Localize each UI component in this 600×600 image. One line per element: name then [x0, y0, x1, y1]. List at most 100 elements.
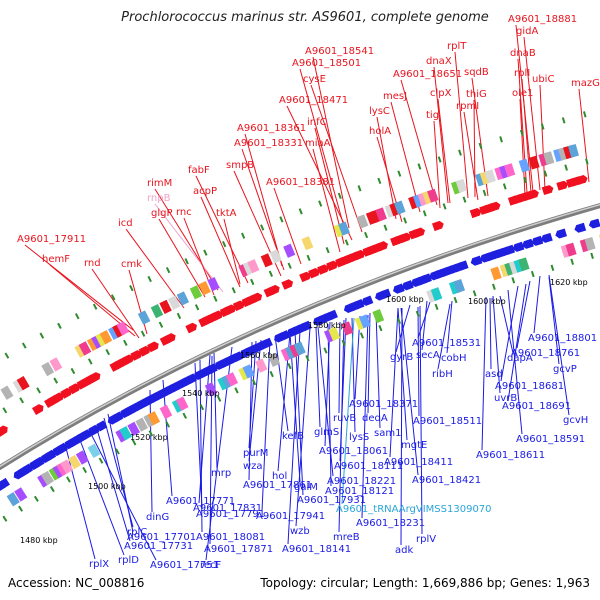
gene-label-rpli[interactable]: rplI [514, 68, 530, 79]
gene-label-a9601-18881[interactable]: A9601_18881 [508, 14, 577, 25]
gene-label-a9601-17941[interactable]: A9601_17941 [256, 511, 325, 522]
gene-label-a9601-18531[interactable]: A9601_18531 [412, 338, 481, 349]
gene-label-hol[interactable]: hol [272, 471, 287, 482]
gene-label-acpp[interactable]: acpP [193, 186, 217, 197]
gene-label-mrp[interactable]: mrp [211, 468, 231, 479]
gene-label-glgp[interactable]: glgP [151, 208, 173, 219]
gene-label-a9601-17831[interactable]: A9601_17831 [193, 503, 262, 514]
gene-label-a9601-17701[interactable]: A9601_17701 [127, 532, 196, 543]
gene-label-sqdb[interactable]: sqdB [464, 67, 489, 78]
gene-label-a9601-18221[interactable]: A9601_18221 [327, 476, 396, 487]
gene-label-a9601-17771[interactable]: A9601_17771 [166, 496, 235, 507]
gene-label-a9601-trnaargvimss1309070[interactable]: A9601_tRNAArgVIMSS1309070 [336, 504, 492, 515]
gene-label-adk[interactable]: adk [395, 545, 413, 556]
gene-label-rplv[interactable]: rplV [416, 534, 436, 545]
gene-label-ruvb[interactable]: ruvB [333, 413, 356, 424]
gene-label-hola[interactable]: holA [369, 126, 391, 137]
gene-label-infc[interactable]: infC [307, 117, 327, 128]
gene-label-miaa[interactable]: miaA [305, 138, 331, 149]
gene-label-ubic[interactable]: ubiC [532, 74, 554, 85]
gene-label-a9601-18651[interactable]: A9601_18651 [393, 69, 462, 80]
gene-label-a9601-18081[interactable]: A9601_18081 [196, 532, 265, 543]
gene-label-galm[interactable]: galM [294, 482, 318, 493]
gene-label-a9601-18501[interactable]: A9601_18501 [292, 58, 361, 69]
gene-label-a9601-17871[interactable]: A9601_17871 [204, 544, 273, 555]
gene-label-a9601-17791[interactable]: A9601_17791 [196, 509, 265, 520]
gene-label-icd[interactable]: icd [118, 218, 133, 229]
gene-label-gcvh[interactable]: gcvH [563, 415, 588, 426]
gene-label-sam1[interactable]: sam1 [374, 428, 401, 439]
gene-label-seca[interactable]: secA [416, 350, 440, 361]
gene-label-glms[interactable]: glmS [314, 427, 339, 438]
gene-label-uvrb[interactable]: uvrB [494, 393, 517, 404]
gene-label-rnd[interactable]: rnd [84, 258, 101, 269]
gene-label-tig[interactable]: tig [426, 110, 439, 121]
gene-label-mgte[interactable]: mgtE [401, 440, 427, 451]
gene-label-gida[interactable]: gidA [516, 26, 538, 37]
gene-label-rimm[interactable]: rimM [147, 178, 172, 189]
gene-label-a9601-17861[interactable]: A9601_17861 [243, 480, 312, 491]
gene-label-a9601-18691[interactable]: A9601_18691 [502, 401, 571, 412]
gene-label-dnab[interactable]: dnaB [510, 48, 536, 59]
gene-label-ribh[interactable]: ribH [432, 369, 453, 380]
gene-label-cmk[interactable]: cmk [121, 259, 142, 270]
gene-label-hemf[interactable]: hemF [42, 254, 70, 265]
gene-label-a9601-18681[interactable]: A9601_18681 [495, 381, 564, 392]
gene-label-cyse[interactable]: cysE [303, 74, 326, 85]
gene-label-a9601-18121[interactable]: A9601_18121 [325, 486, 394, 497]
gene-label-cobh[interactable]: cobH [441, 353, 466, 364]
gene-label-gcvp[interactable]: gcvP [553, 364, 577, 375]
gene-label-rnpb[interactable]: rnpB [147, 193, 171, 204]
gene-label-a9601-18421[interactable]: A9601_18421 [412, 475, 481, 486]
gene-label-mazg[interactable]: mazG [571, 78, 600, 89]
gene-label-a9601-18331[interactable]: A9601_18331 [234, 138, 303, 149]
gene-label-a9601-17931[interactable]: A9601_17931 [297, 495, 366, 506]
gene-label-rplc[interactable]: rplC [127, 527, 147, 538]
gene-label-a9601-18591[interactable]: A9601_18591 [516, 434, 585, 445]
gene-label-mreb[interactable]: mreB [333, 532, 360, 543]
gene-label-a9601-18471[interactable]: A9601_18471 [279, 95, 348, 106]
gene-label-tkta[interactable]: tktA [216, 208, 237, 219]
gene-label-wza[interactable]: wza [243, 461, 263, 472]
gene-label-a9601-18611[interactable]: A9601_18611 [476, 450, 545, 461]
gene-label-rplx[interactable]: rplX [89, 559, 109, 570]
gene-label-a9601-18761[interactable]: A9601_18761 [511, 348, 580, 359]
gene-label-ole1[interactable]: ole1 [512, 88, 533, 99]
gene-label-a9601-18231[interactable]: A9601_18231 [356, 518, 425, 529]
gene-label-a9601-18361[interactable]: A9601_18361 [237, 123, 306, 134]
gene-label-a9601-18541[interactable]: A9601_18541 [305, 46, 374, 57]
gene-label-deda[interactable]: dedA [362, 413, 388, 424]
gene-label-purm[interactable]: purM [243, 448, 268, 459]
gene-label-a9601-18371[interactable]: A9601_18371 [349, 399, 418, 410]
gene-label-ding[interactable]: dinG [146, 512, 169, 523]
gene-label-rpmi[interactable]: rpmI [456, 101, 479, 112]
gene-label-rnc[interactable]: rnc [176, 207, 192, 218]
kbp-tick-label: 1600 kbp [386, 295, 424, 304]
gene-label-a9601-17731[interactable]: A9601_17731 [124, 541, 193, 552]
gene-label-a9601-18141[interactable]: A9601_18141 [282, 544, 351, 555]
gene-label-a9601-17911[interactable]: A9601_17911 [17, 234, 86, 245]
gene-label-a9601-18381[interactable]: A9601_18381 [266, 177, 335, 188]
gene-label-a9601-18511[interactable]: A9601_18511 [413, 416, 482, 427]
gene-label-a9601-18801[interactable]: A9601_18801 [528, 333, 597, 344]
gene-label-lysc[interactable]: lysC [369, 106, 390, 117]
gene-label-rplt[interactable]: rplT [447, 41, 467, 52]
gene-label-asd[interactable]: asd [485, 369, 503, 380]
gene-label-fabf[interactable]: fabF [188, 165, 210, 176]
gene-label-rpld[interactable]: rplD [118, 555, 139, 566]
gene-label-thig[interactable]: thiG [466, 89, 487, 100]
gene-label-gyrb[interactable]: gyrB [390, 352, 413, 363]
gene-label-dapa[interactable]: dapA [507, 353, 533, 364]
gene-label-a9601-17751[interactable]: A9601_17751 [150, 560, 219, 571]
gene-label-recf[interactable]: recF [200, 560, 222, 571]
gene-label-mesj[interactable]: mesJ [383, 91, 407, 102]
gene-label-a9601-18111[interactable]: A9601_18111 [334, 461, 403, 472]
gene-label-a9601-18411[interactable]: A9601_18411 [384, 457, 453, 468]
gene-label-smpb[interactable]: smpB [226, 160, 254, 171]
gene-label-clpx[interactable]: clpX [430, 88, 452, 99]
gene-label-dnax[interactable]: dnaX [426, 56, 452, 67]
gene-label-a9601-18061[interactable]: A9601_18061 [319, 446, 388, 457]
gene-label-kefb[interactable]: kefB [282, 431, 304, 442]
gene-label-wzb[interactable]: wzb [290, 526, 310, 537]
gene-label-lyss[interactable]: lysS [349, 432, 369, 443]
